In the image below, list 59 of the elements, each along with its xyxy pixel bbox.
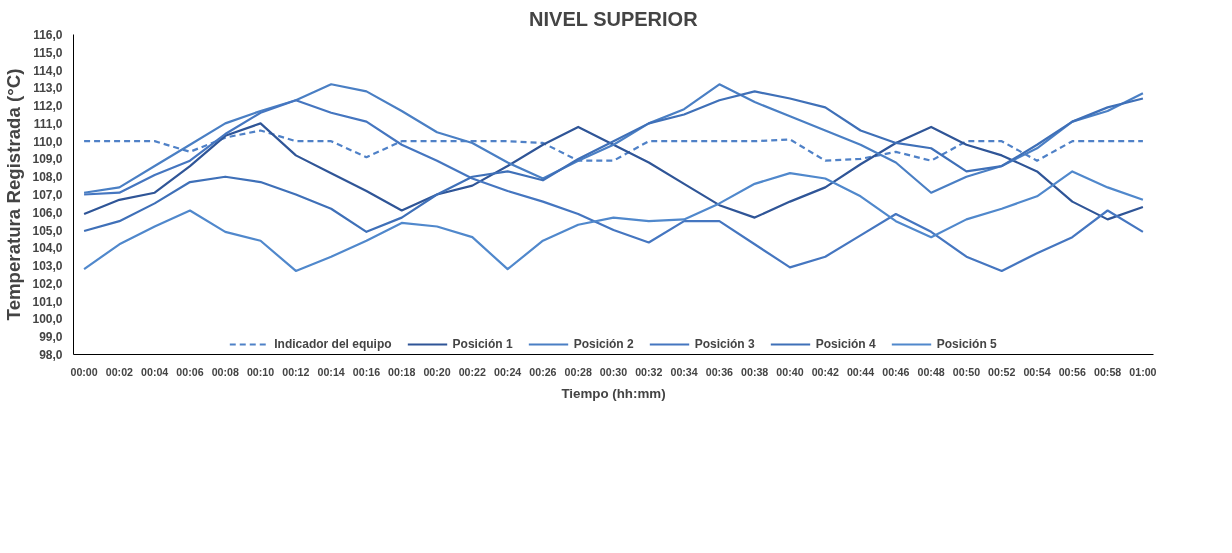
x-tick-label: 00:40 (776, 365, 804, 378)
x-tick-label: 00:30 (599, 365, 628, 378)
x-tick-label: 00:52 (988, 365, 1016, 378)
y-tick-label: 110,0 (33, 134, 63, 149)
x-tick-label: 00:50 (952, 365, 981, 378)
x-tick-label: 00:18 (388, 365, 416, 378)
y-tick-label: 109,0 (32, 152, 63, 167)
x-tick-label: 00:00 (70, 365, 98, 378)
y-tick-label: 107,0 (32, 188, 63, 202)
y-tick-label: 116,0 (33, 28, 63, 42)
y-tick-label: 100,0 (32, 312, 63, 327)
x-tick-label: 00:20 (423, 365, 451, 378)
x-tick-label: 00:44 (846, 365, 875, 378)
x-tick-label: 00:38 (741, 365, 769, 378)
x-tick-label: 01:00 (1129, 365, 1157, 378)
x-tick-label: 00:16 (352, 365, 381, 378)
x-tick-label: 00:28 (564, 365, 592, 378)
y-tick-label: 106,0 (32, 205, 63, 220)
x-tick-label: 00:08 (211, 365, 239, 378)
x-tick-label: 00:42 (811, 365, 839, 378)
x-tick-label: 00:10 (246, 365, 275, 378)
x-tick-label: 00:26 (529, 365, 557, 378)
x-tick-label: 00:34 (670, 365, 698, 378)
x-tick-label: 00:24 (493, 365, 522, 378)
legend-label: Posición 1 (452, 337, 513, 351)
y-axis-title: Temperatura Registrada (°C) (3, 68, 25, 321)
x-axis-title: Tiempo (hh:mm) (561, 385, 666, 401)
x-tick-label: 00:54 (1023, 365, 1051, 378)
y-tick-label: 103,0 (32, 259, 63, 274)
x-tick-label: 00:14 (317, 365, 345, 378)
legend-label: Posición 3 (694, 337, 755, 351)
x-tick-label: 00:06 (176, 365, 204, 378)
x-tick-label: 00:56 (1058, 365, 1087, 378)
x-tick-label: 00:02 (105, 365, 134, 378)
y-tick-label: 112,0 (33, 99, 63, 114)
y-tick-label: 101,0 (32, 294, 63, 309)
x-tick-label: 00:46 (882, 365, 910, 378)
legend-label: Posición 5 (936, 337, 997, 351)
y-tick-label: 115,0 (33, 45, 63, 60)
y-tick-label: 105,0 (32, 223, 63, 238)
legend-label: Posición 4 (815, 337, 876, 351)
y-tick-label: 102,0 (32, 276, 63, 291)
x-tick-label: 00:36 (705, 365, 734, 378)
y-tick-label: 114,0 (33, 63, 63, 78)
y-tick-label: 108,0 (32, 170, 63, 185)
y-tick-label: 113,0 (33, 81, 63, 96)
legend-label: Indicador del equipo (274, 337, 392, 351)
y-tick-label: 99,0 (39, 330, 63, 345)
x-tick-label: 00:32 (635, 365, 663, 378)
x-tick-label: 00:58 (1093, 365, 1122, 378)
x-tick-label: 00:22 (458, 365, 487, 378)
x-tick-label: 00:48 (917, 365, 945, 378)
y-tick-label: 98,0 (39, 348, 63, 362)
legend-label: Posición 2 (573, 337, 634, 351)
x-tick-label: 00:04 (141, 365, 169, 378)
x-tick-label: 00:12 (282, 365, 310, 378)
y-tick-label: 111,0 (33, 116, 63, 131)
y-tick-label: 104,0 (32, 241, 63, 256)
chart-title: NIVEL SUPERIOR (529, 7, 699, 30)
